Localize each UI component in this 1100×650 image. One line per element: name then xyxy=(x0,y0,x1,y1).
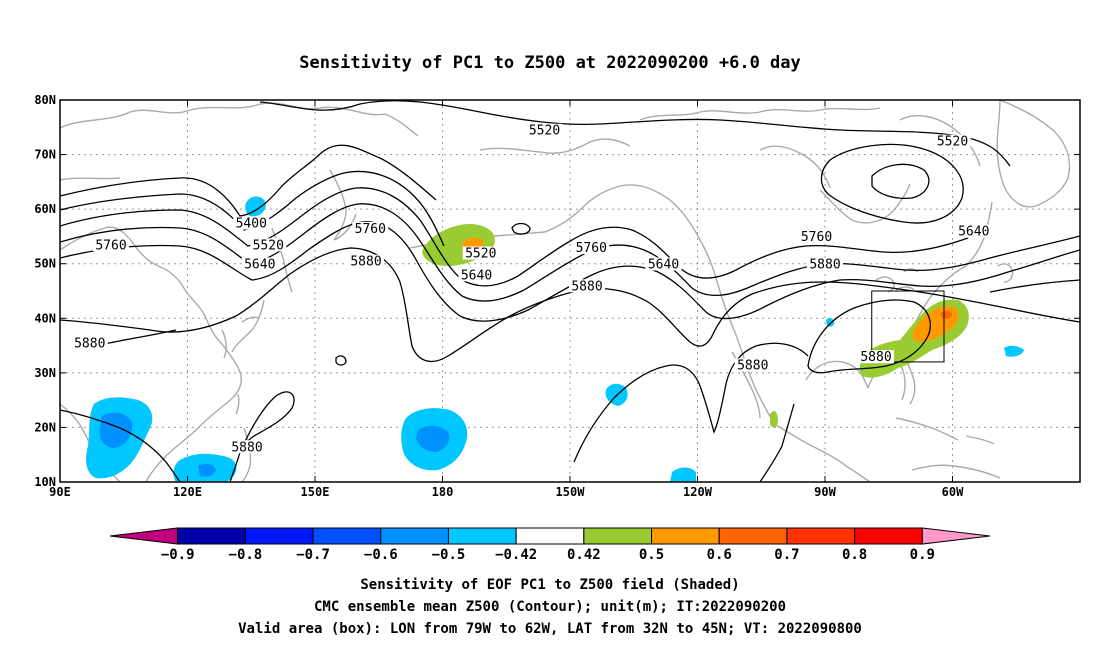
contour-label-bg xyxy=(934,134,971,148)
colorbar-label: −0.6 xyxy=(364,547,398,563)
contour-label-bg xyxy=(233,216,270,230)
lat-label: 40N xyxy=(34,311,56,325)
contour-label: 5640 xyxy=(958,225,989,240)
contour-labels: 5520 5520 5400 5760 5520 5640 5760 5880 5520 5640… xyxy=(71,123,992,455)
contour-label: 5880 xyxy=(231,440,262,455)
valid-area-box xyxy=(871,290,945,363)
contour-label: 5760 xyxy=(355,222,386,237)
map-panel: 5520 5520 5400 5760 5520 5640 5760 5880 5520 5640… xyxy=(34,93,1081,499)
lon-label: 180 xyxy=(432,485,454,499)
contour-label: 5400 xyxy=(236,217,267,232)
contour-label-bg xyxy=(71,336,108,350)
contour-label: 5520 xyxy=(529,124,560,139)
contour-label-bg xyxy=(645,257,682,271)
contour-label-bg xyxy=(93,238,129,252)
colorbar-label: 0.42 xyxy=(567,547,601,563)
lon-label: 150E xyxy=(301,485,330,499)
contour-label: 5880 xyxy=(571,279,602,294)
colorbar-label: −0.42 xyxy=(495,547,537,563)
colorbar-label: −0.5 xyxy=(432,547,466,563)
contour-label: 5760 xyxy=(801,230,832,245)
colorbar-swatch xyxy=(312,527,382,545)
contour-label: 5760 xyxy=(95,238,126,253)
contour-label-bg xyxy=(462,246,499,260)
colorbar-label: 0.9 xyxy=(910,547,935,563)
contour-label-bg xyxy=(229,440,265,454)
colorbar-labels: −0.9 −0.8 −0.7 −0.6 −0.5 −0.42 0.42 0.5 0.6 0.7 0.… xyxy=(161,547,935,563)
colorbar-label: 0.7 xyxy=(774,547,799,563)
contour-label-bg xyxy=(241,257,278,271)
colorbar-swatch xyxy=(515,527,585,545)
contour-label-bg xyxy=(734,358,771,372)
latitude-labels: 80N 70N 60N 50N 40N 30N 20N 10N xyxy=(34,93,56,489)
contour-label: 5640 xyxy=(461,268,492,283)
lon-label: 150W xyxy=(556,485,586,499)
lat-label: 70N xyxy=(34,148,56,162)
colorbar-swatch xyxy=(244,527,314,545)
contour-label: 5880 xyxy=(860,350,891,365)
colorbar xyxy=(109,527,991,545)
longitude-labels: 90E 120E 150E 180 150W 120W 90W 60W xyxy=(49,485,964,499)
contour-label: 5880 xyxy=(737,358,768,373)
colorbar-swatch xyxy=(380,527,449,545)
contour-label-bg xyxy=(569,279,605,293)
lat-label: 80N xyxy=(34,93,56,107)
caption-line-1: Sensitivity of EOF PC1 to Z500 field (Sh… xyxy=(360,577,739,593)
contour-label: 5640 xyxy=(648,257,679,272)
lat-label: 20N xyxy=(34,420,56,434)
contour-label-bg xyxy=(250,238,287,252)
colorbar-swatch xyxy=(651,527,720,545)
colorbar-label: 0.8 xyxy=(842,547,867,563)
contour-label: 5880 xyxy=(809,257,840,272)
contour-label: 5760 xyxy=(576,241,607,256)
lon-label: 60W xyxy=(942,485,964,499)
negative-sensitivity-shading xyxy=(86,196,1024,482)
colorbar-swatch xyxy=(177,527,246,545)
lat-label: 30N xyxy=(34,366,56,380)
lat-label: 10N xyxy=(34,475,56,489)
lat-label: 60N xyxy=(34,202,56,216)
contour-label-bg xyxy=(458,268,495,282)
colorbar-label: −0.9 xyxy=(161,547,195,563)
contour-label: 5520 xyxy=(253,238,284,253)
contour-label-bg xyxy=(348,254,384,268)
colorbar-swatch xyxy=(109,527,179,545)
contour-label: 5880 xyxy=(74,337,105,352)
colorbar-swatch xyxy=(854,527,923,545)
colorbar-label: 0.6 xyxy=(707,547,732,563)
colorbar-swatch xyxy=(921,527,991,545)
colorbar-swatch xyxy=(786,527,856,545)
contour-label: 5880 xyxy=(350,255,381,270)
coastlines xyxy=(60,100,1071,482)
contour-label-bg xyxy=(573,241,610,255)
contour-label-bg xyxy=(352,221,389,235)
contour-label: 5640 xyxy=(244,257,275,272)
colorbar-swatch xyxy=(583,527,653,545)
contour-label-bg xyxy=(858,350,894,364)
contour-label-bg xyxy=(807,257,843,271)
caption-line-3: Valid area (box): LON from 79W to 62W, L… xyxy=(238,621,862,637)
contour-label: 5520 xyxy=(465,247,496,262)
caption-line-2: CMC ensemble mean Z500 (Contour); unit(m… xyxy=(314,599,786,615)
contour-label-bg xyxy=(955,224,992,238)
contour-label: 5520 xyxy=(937,135,968,150)
colorbar-label: 0.5 xyxy=(639,547,664,563)
colorbar-swatch xyxy=(447,527,517,545)
colorbar-label: −0.8 xyxy=(229,547,263,563)
axis-ticks xyxy=(59,99,1080,483)
contour-label-bg xyxy=(526,123,563,137)
colorbar-label: −0.7 xyxy=(296,547,330,563)
lon-label: 90W xyxy=(814,485,836,499)
contour-label-bg xyxy=(798,230,835,244)
lat-label: 50N xyxy=(34,257,56,271)
plot-title: Sensitivity of PC1 to Z500 at 2022090200… xyxy=(299,53,801,73)
lon-label: 90E xyxy=(49,485,71,499)
colorbar-swatch xyxy=(718,527,788,545)
lon-label: 120E xyxy=(173,485,202,499)
lon-label: 120W xyxy=(683,485,713,499)
